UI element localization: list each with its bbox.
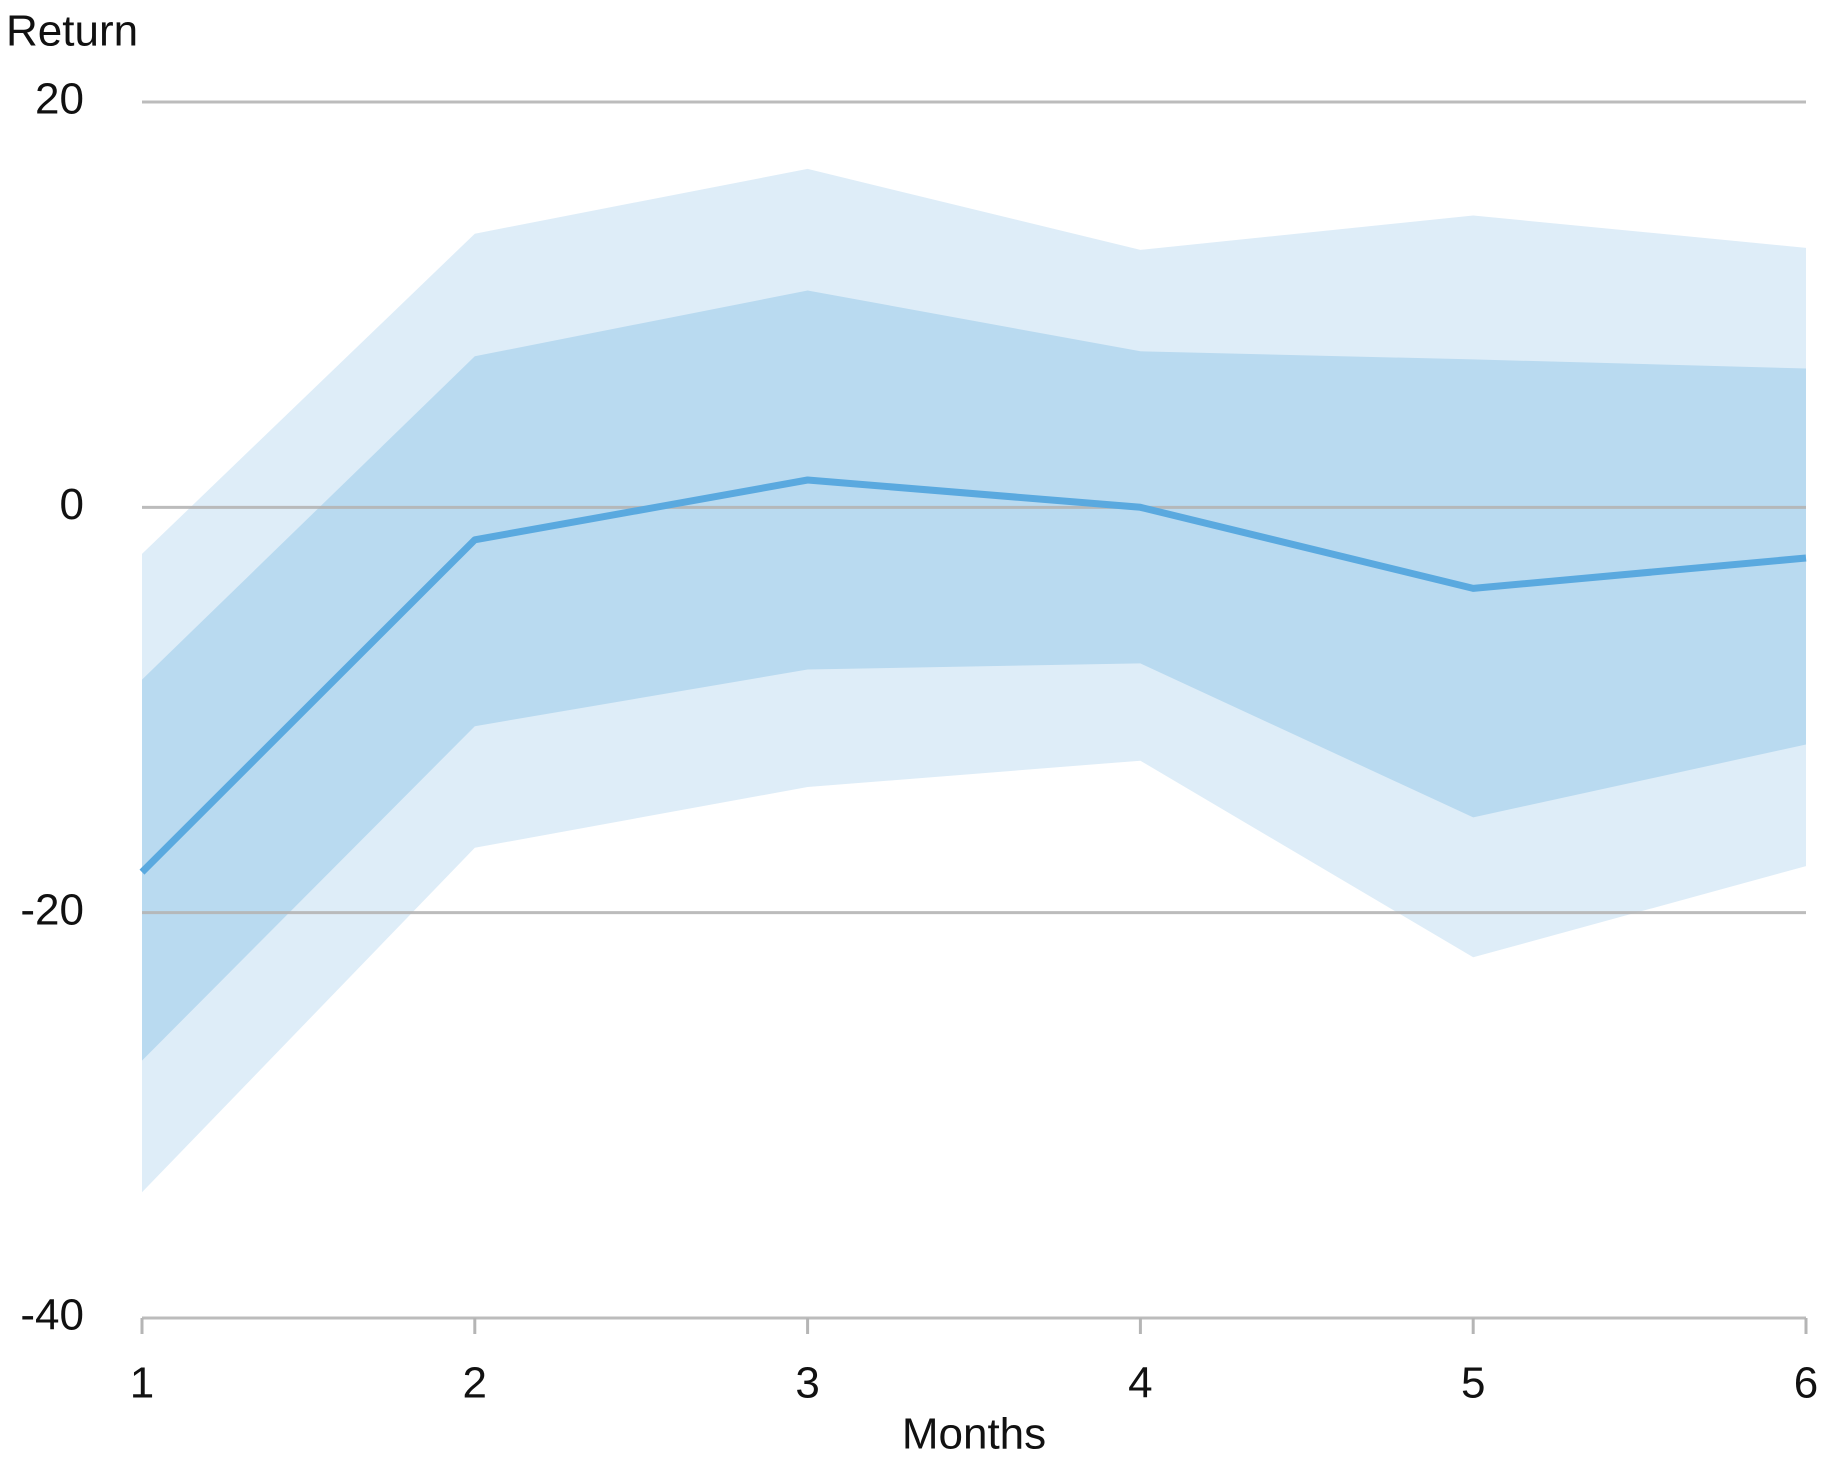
y-axis-label: Return	[6, 7, 138, 56]
x-axis-label: Months	[902, 1410, 1046, 1459]
x-tick-label: 2	[463, 1359, 487, 1408]
y-tick-label: -40	[20, 1291, 84, 1340]
confidence-band	[142, 290, 1806, 1061]
x-tick-label: 6	[1794, 1359, 1818, 1408]
x-tick-label: 5	[1461, 1359, 1485, 1408]
y-tick-label: 0	[60, 480, 84, 529]
series-line	[139, 476, 1807, 875]
x-tick-label: 3	[795, 1359, 819, 1408]
y-tick-label: 20	[35, 75, 84, 124]
x-tick-label: 4	[1128, 1359, 1152, 1408]
y-tick-label: -20	[20, 885, 84, 934]
x-tick-label: 1	[130, 1359, 154, 1408]
